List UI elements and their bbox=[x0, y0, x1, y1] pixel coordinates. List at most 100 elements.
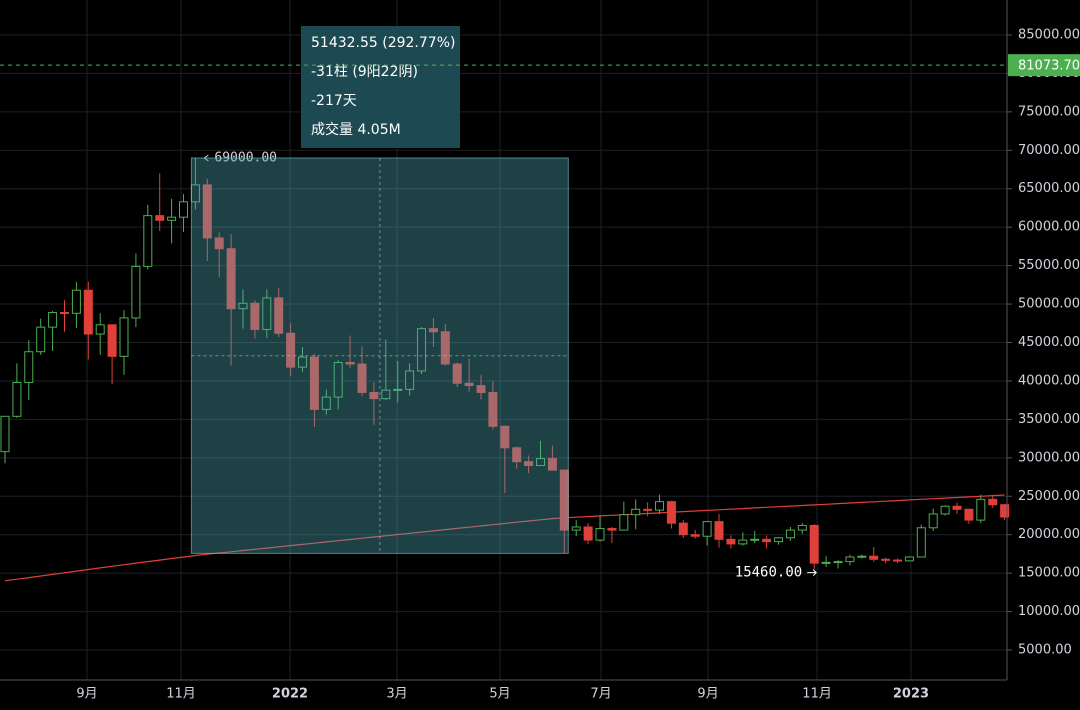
candle-body bbox=[309, 356, 319, 410]
x-tick-label: 11月 bbox=[802, 687, 832, 702]
candle-body bbox=[488, 391, 498, 427]
candle-body bbox=[357, 363, 367, 393]
y-tick-label: 40000.00 bbox=[1018, 373, 1080, 388]
candle-body bbox=[0, 415, 10, 453]
candle-body bbox=[524, 461, 534, 467]
x-tick-label: 2023 bbox=[893, 687, 929, 702]
candle-body bbox=[95, 324, 105, 335]
y-tick-label: 50000.00 bbox=[1018, 297, 1080, 312]
candle-body bbox=[750, 538, 760, 541]
candle-body bbox=[345, 361, 355, 365]
price-tag bbox=[1008, 54, 1080, 77]
candle-body bbox=[928, 513, 938, 529]
y-tick-label: 45000.00 bbox=[1018, 335, 1080, 350]
low-label: 15460.00 bbox=[735, 565, 802, 581]
candle-body bbox=[1000, 504, 1010, 518]
x-tick-label: 7月 bbox=[590, 687, 611, 702]
candle-body bbox=[381, 389, 391, 400]
candle-body bbox=[179, 201, 189, 218]
candle-body bbox=[916, 527, 926, 558]
candle-body bbox=[369, 391, 379, 400]
x-tick-label: 3月 bbox=[386, 687, 407, 702]
candle-body bbox=[857, 555, 867, 558]
candle-body bbox=[809, 524, 819, 564]
candle-body bbox=[976, 498, 986, 521]
candle-body bbox=[393, 388, 403, 391]
candle-body bbox=[417, 328, 427, 372]
candle-body bbox=[12, 381, 22, 417]
candle-body bbox=[643, 508, 653, 511]
x-tick-label: 9月 bbox=[697, 687, 718, 702]
candle-body bbox=[226, 248, 236, 310]
candle-body bbox=[298, 356, 308, 368]
candle-body bbox=[904, 556, 914, 562]
y-tick-label: 35000.00 bbox=[1018, 412, 1080, 427]
measure-tooltip bbox=[301, 26, 460, 148]
candle-body bbox=[821, 561, 831, 564]
candle-body bbox=[107, 324, 117, 357]
candle-body bbox=[678, 522, 688, 536]
y-tick-label: 70000.00 bbox=[1018, 143, 1080, 158]
candle-body bbox=[762, 538, 772, 543]
candle-body bbox=[952, 505, 962, 510]
candle-body bbox=[619, 514, 629, 531]
candle-body bbox=[726, 538, 736, 545]
candle-body bbox=[607, 528, 617, 531]
candle-body bbox=[940, 505, 950, 515]
candle-body bbox=[24, 351, 34, 383]
candle-body bbox=[286, 332, 296, 368]
candle-body bbox=[583, 526, 593, 541]
candle-body bbox=[536, 458, 546, 467]
y-tick-label: 20000.00 bbox=[1018, 527, 1080, 542]
candle-body bbox=[988, 498, 998, 506]
candle-body bbox=[702, 521, 712, 537]
measure-text: -31柱 (9阳22阴) bbox=[311, 64, 418, 80]
candle-body bbox=[202, 184, 212, 239]
candle-body bbox=[214, 237, 224, 250]
y-tick-label: 85000.00 bbox=[1018, 27, 1080, 42]
candle-body bbox=[595, 528, 605, 541]
candle-body bbox=[893, 559, 903, 562]
candle-body bbox=[738, 539, 748, 545]
candle-body bbox=[83, 289, 93, 335]
x-tick-label: 5月 bbox=[489, 687, 510, 702]
y-tick-label: 30000.00 bbox=[1018, 450, 1080, 465]
candle-body bbox=[36, 326, 46, 353]
candle-body bbox=[48, 312, 58, 328]
low-arrow bbox=[807, 569, 817, 576]
measure-text: 成交量 4.05M bbox=[311, 121, 401, 138]
x-tick-label: 11月 bbox=[166, 687, 196, 702]
candle-body bbox=[59, 312, 69, 315]
candle-body bbox=[440, 331, 450, 365]
y-tick-label: 25000.00 bbox=[1018, 489, 1080, 504]
candle-body bbox=[238, 302, 248, 310]
candle-body bbox=[476, 385, 486, 393]
candle-body bbox=[571, 526, 581, 531]
candle-body bbox=[321, 396, 331, 410]
y-tick-label: 55000.00 bbox=[1018, 258, 1080, 273]
candle-body bbox=[655, 501, 665, 511]
candle-body bbox=[547, 458, 557, 471]
candle-body bbox=[452, 363, 462, 384]
candle-body bbox=[714, 521, 724, 540]
candle-body bbox=[666, 501, 676, 524]
candle-body bbox=[833, 561, 843, 564]
candle-body bbox=[131, 265, 141, 319]
candle-body bbox=[143, 215, 153, 267]
candle-body bbox=[964, 508, 974, 521]
candle-body bbox=[881, 558, 891, 561]
candle-body bbox=[464, 382, 474, 387]
candle-body bbox=[500, 425, 510, 449]
candle-body bbox=[785, 529, 795, 539]
candle-body bbox=[250, 302, 260, 330]
y-tick-label: 15000.00 bbox=[1018, 566, 1080, 581]
candle-body bbox=[845, 556, 855, 563]
y-tick-label: 65000.00 bbox=[1018, 181, 1080, 196]
candle-body bbox=[428, 328, 438, 333]
x-tick-label: 2022 bbox=[272, 687, 308, 702]
candle-body bbox=[631, 508, 641, 516]
measure-text: 51432.55 (292.77%) bbox=[311, 35, 455, 51]
candle-body bbox=[797, 524, 807, 531]
